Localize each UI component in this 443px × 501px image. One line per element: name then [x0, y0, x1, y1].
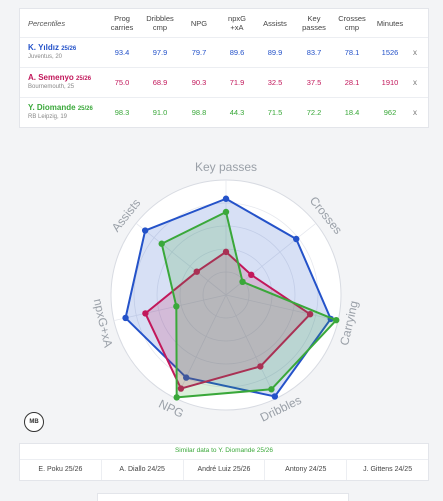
table-cell: 79.7 [191, 48, 207, 57]
table-cell: 89.6 [229, 48, 245, 57]
col-dribbles-cmp[interactable]: Dribbles cmp [146, 14, 174, 32]
player-name[interactable]: Y. Diomande 25/26 [28, 103, 93, 112]
radar-point [222, 195, 230, 202]
col-prog-carries[interactable]: Prog carries [110, 14, 134, 32]
radar-point [333, 316, 340, 324]
radar-point [248, 271, 255, 279]
col-minutes[interactable]: Minutes [376, 18, 404, 28]
table-cell: 28.1 [344, 78, 360, 87]
radar-point [306, 310, 314, 318]
radar-spoke [175, 294, 227, 399]
table-cell: 18.4 [344, 108, 360, 117]
col-key-passes[interactable]: Key passes [302, 14, 326, 32]
table-cell: 37.5 [306, 78, 322, 87]
radar-spoke [225, 294, 339, 321]
player-name[interactable]: A. Semenyo 25/26 [28, 73, 92, 82]
table-cell: 962 [383, 108, 397, 117]
similar-item[interactable]: E. Poku 25/26 [20, 460, 102, 480]
radar-point [141, 227, 149, 234]
col-npxg-xa[interactable]: npxG +xA [228, 14, 246, 32]
similar-item[interactable]: J. Gittens 24/25 [363, 466, 413, 473]
col-assists[interactable]: Assists [263, 18, 287, 28]
similar-item[interactable]: A. Diallo 24/25 [102, 460, 184, 480]
table-cell: 93.4 [114, 48, 130, 57]
table-cell: 78.1 [344, 48, 360, 57]
radar-point [239, 278, 246, 286]
table-cell: 68.9 [152, 78, 168, 87]
remove-player-button[interactable]: x [413, 48, 417, 57]
table-row: K. Yıldız 25/26 Juventus, 20 93.4 97.9 79.… [20, 38, 428, 68]
table-cell: 97.9 [152, 48, 168, 57]
table-cell: 71.9 [229, 78, 245, 87]
table-cell: 1910 [381, 78, 399, 87]
radar-point [222, 208, 230, 216]
radar-chart: Key passesCrossesCarryingDribblesNPGnpxG… [91, 160, 361, 424]
percentiles-label: Percentiles [28, 18, 66, 28]
radar-series-2 [160, 210, 338, 399]
radar-point [177, 385, 185, 392]
similar-list: E. Poku 25/26 A. Diallo 24/25 André Luiz… [20, 459, 428, 480]
table-cell: 90.3 [191, 78, 207, 87]
table-cell: 44.3 [229, 108, 245, 117]
table-row: Y. Diomande 25/26 RB Leipzig, 19 98.3 91.… [20, 98, 428, 127]
similar-players-panel: Similar data to Y. Diomande 25/26 E. Pok… [19, 443, 429, 481]
similar-item[interactable]: Antony 24/25 [265, 460, 348, 480]
remove-player-button[interactable]: x [413, 108, 417, 117]
radar-point [173, 303, 180, 310]
radar-point [183, 374, 190, 381]
table-cell: 89.9 [267, 48, 283, 57]
player-name[interactable]: K. Yıldız 25/26 [28, 43, 77, 52]
table-cell: 32.5 [267, 78, 283, 87]
logo-icon[interactable]: MB [24, 412, 44, 432]
radar-point [158, 240, 165, 247]
player-club: Bournemouth, 25 [28, 84, 75, 90]
col-npg[interactable]: NPG [190, 18, 208, 28]
radar-spoke [113, 294, 227, 321]
table-cell: 1526 [381, 48, 399, 57]
radar-spoke [225, 294, 277, 399]
radar-point [293, 235, 300, 243]
table-cell: 71.5 [267, 108, 283, 117]
player-club: Juventus, 20 [28, 54, 63, 60]
radar-point [122, 314, 129, 322]
player-club: RB Leipzig, 19 [28, 114, 68, 120]
similar-item[interactable]: André Luiz 25/26 [184, 460, 266, 480]
radar-point [257, 363, 264, 370]
table-row: A. Semenyo 25/26 Bournemouth, 25 75.0 68.… [20, 68, 428, 98]
table-cell: 98.8 [191, 108, 207, 117]
table-header-row: Percentiles Prog carries Dribbles cmp NPG … [20, 9, 428, 38]
radar-series [122, 195, 340, 401]
radar-point [268, 386, 275, 393]
table-cell: 75.0 [114, 78, 130, 87]
radar-point [173, 394, 180, 401]
similar-title: Similar data to Y. Diomande 25/26 [174, 447, 274, 454]
radar-point [193, 268, 200, 275]
remove-player-button[interactable]: x [413, 78, 417, 87]
bottom-panel [97, 493, 349, 501]
table-cell: 72.2 [306, 108, 322, 117]
radar-point [142, 310, 149, 317]
table-cell: 83.7 [306, 48, 322, 57]
radar-spoke [135, 222, 227, 296]
table-cell: 91.0 [152, 108, 168, 117]
comparison-table: Percentiles Prog carries Dribbles cmp NPG … [19, 8, 429, 128]
table-cell: 98.3 [114, 108, 130, 117]
radar-point [222, 248, 230, 256]
col-crosses-cmp[interactable]: Crosses cmp [338, 14, 366, 32]
radar-point [271, 393, 279, 400]
radar-series-1 [144, 250, 312, 390]
radar-axis-label: Key passes [195, 160, 257, 174]
